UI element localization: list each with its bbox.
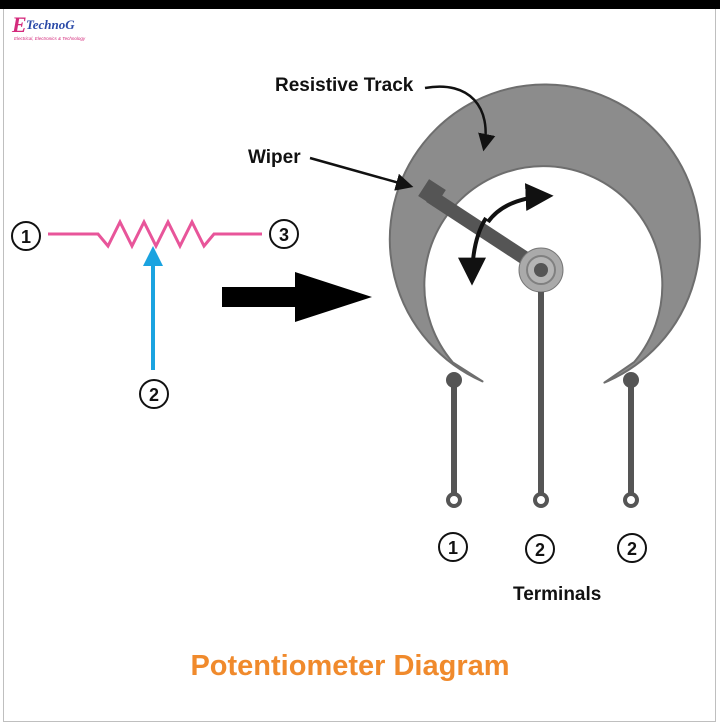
wiper-contact <box>418 179 446 207</box>
lead-terminal-2-wiper <box>533 292 549 508</box>
component-terminal-3: 2 <box>617 533 647 563</box>
svg-text:1: 1 <box>21 227 31 247</box>
symbol-terminal-3: 3 <box>269 219 299 249</box>
logo-wordmark: TechnoG <box>26 17 75 32</box>
transform-arrow <box>222 272 372 322</box>
diagram-caption: Potentiometer Diagram <box>190 650 510 682</box>
lead-terminal-3 <box>623 372 639 508</box>
etechnog-logo: E TechnoG Electrical, Electronics & Tech… <box>12 14 122 44</box>
component-terminal-1: 1 <box>438 532 468 562</box>
rotation-arrow-ccw <box>458 216 488 286</box>
image-frame <box>3 9 716 722</box>
svg-text:3: 3 <box>279 225 289 245</box>
wiper-label: Wiper <box>248 147 301 168</box>
top-bar <box>0 0 720 9</box>
potentiometer-component: 1 2 2 <box>388 83 701 564</box>
svg-text:2: 2 <box>149 385 159 405</box>
shaft-center <box>534 263 548 277</box>
logo-mark: E <box>12 12 27 37</box>
symbol-terminal-1: 1 <box>11 221 41 251</box>
terminals-label: Terminals <box>513 584 601 605</box>
logo-tagline: Electrical, Electronics & Technology <box>14 36 86 41</box>
resistive-track-label: Resistive Track <box>275 75 414 96</box>
rotation-arrow-cw <box>486 183 554 224</box>
symbol-terminal-2: 2 <box>139 379 169 409</box>
resistor-symbol: 1 3 2 <box>11 218 299 409</box>
component-terminal-2: 2 <box>525 534 555 564</box>
lead-terminal-1 <box>446 372 462 508</box>
svg-text:2: 2 <box>627 539 637 559</box>
resistive-track <box>388 83 701 384</box>
svg-text:1: 1 <box>448 538 458 558</box>
wiper-arm <box>426 190 544 274</box>
resistor-zigzag <box>48 218 262 250</box>
wiper-arrow-head <box>143 246 163 266</box>
resistive-track-pointer <box>424 85 496 152</box>
svg-text:2: 2 <box>535 540 545 560</box>
wiper-pointer <box>309 156 414 191</box>
